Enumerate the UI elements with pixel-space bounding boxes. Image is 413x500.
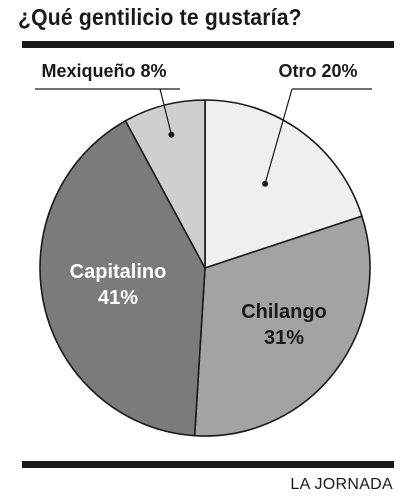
slice-label-capitalino: Capitalino 41% — [70, 261, 167, 309]
pie-slice-capitalino — [39, 119, 206, 437]
chart-title: ¿Qué gentilicio te gustaría? — [18, 4, 302, 30]
pie-slice-chilango — [193, 215, 371, 437]
slice-label-otro: Otro 20% — [278, 61, 357, 81]
top-rule — [22, 41, 394, 48]
source-credit: LA JORNADA — [290, 476, 393, 493]
slice-label-mexiqueño: Mexiqueño 8% — [41, 61, 166, 81]
leader-dot-mexiqueño — [168, 131, 175, 138]
leader-dot-otro — [262, 180, 269, 187]
pie-slice-otro — [204, 99, 363, 269]
slice-label-chilango: Chilango 31% — [241, 301, 327, 349]
bottom-rule — [22, 461, 394, 468]
leader-line-otro — [264, 88, 293, 184]
leader-line-mexiqueño — [159, 88, 172, 135]
